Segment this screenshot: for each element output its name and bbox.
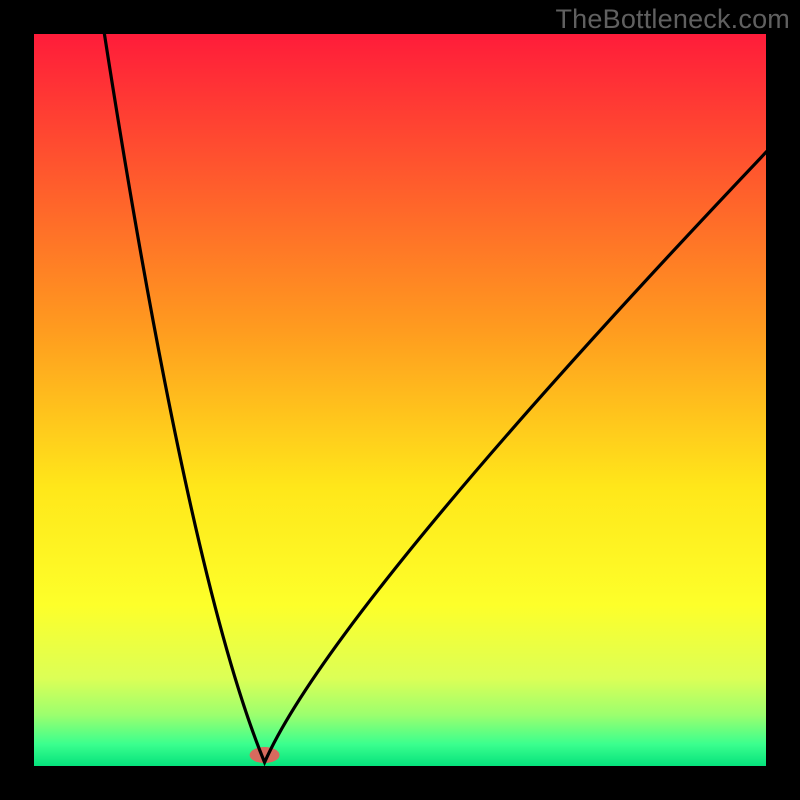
watermark-text: TheBottleneck.com — [555, 4, 790, 35]
bottleneck-curve-chart — [0, 0, 800, 800]
chart-frame: TheBottleneck.com — [0, 0, 800, 800]
plot-background — [34, 34, 766, 766]
